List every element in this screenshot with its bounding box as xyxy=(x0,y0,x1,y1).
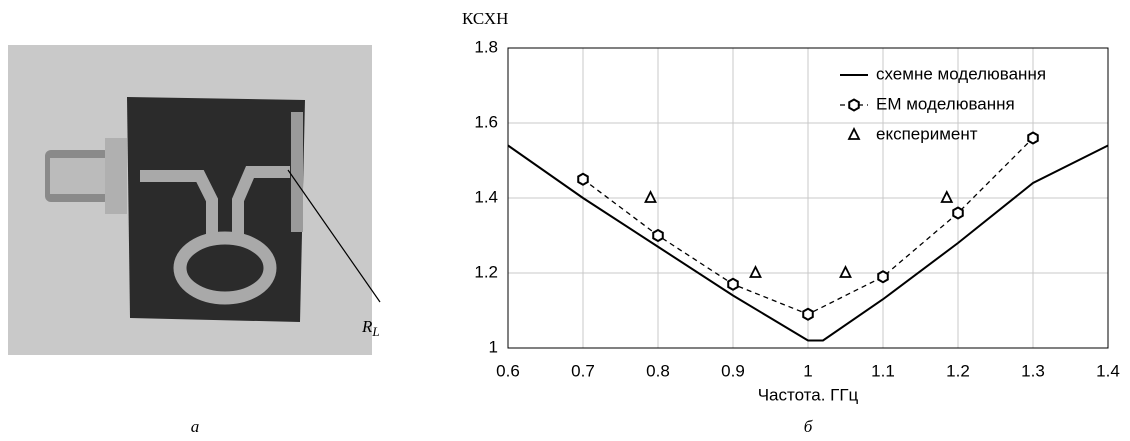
marker-triangle xyxy=(749,264,762,278)
loop-trace xyxy=(173,231,277,305)
y-axis-label: КСХН xyxy=(462,9,508,28)
legend-label: експеримент xyxy=(876,124,978,143)
plot: 0.6 0.7 0.8 0.9 1 1.1 1.2 1.3 1.4 1 1.2 1.4 1.6 1.8 сх… xyxy=(474,37,1119,380)
marker-hexagon xyxy=(727,277,739,291)
x-tick-label: 0.7 xyxy=(571,361,595,380)
y-tick-label: 1.4 xyxy=(474,187,498,206)
resistor-label-sub: L xyxy=(371,324,379,339)
connector-shine xyxy=(50,158,105,194)
x-tick-label: 1.4 xyxy=(1096,361,1120,380)
x-tick-label: 0.6 xyxy=(496,361,520,380)
marker-triangle xyxy=(839,264,852,278)
plot-frame xyxy=(507,47,1109,349)
marker-hexagon xyxy=(652,228,664,243)
marker-triangle xyxy=(940,189,954,203)
x-tick-label: 1 xyxy=(803,361,812,380)
legend-label: схемне моделювання xyxy=(876,64,1046,83)
x-tick-label: 1.3 xyxy=(1021,361,1045,380)
marker-hexagon xyxy=(802,307,814,321)
y-tick-label: 1.6 xyxy=(474,112,498,131)
x-tick-label: 1.2 xyxy=(946,361,970,380)
legend-marker xyxy=(847,126,861,140)
connector-flange xyxy=(105,138,127,214)
y-tick-label: 1.8 xyxy=(474,37,498,56)
legend-label: ЕМ моделювання xyxy=(876,94,1015,113)
x-tick-label: 1.1 xyxy=(871,361,895,380)
pointer-line xyxy=(287,169,381,303)
x-axis-label: Частота. ГГц xyxy=(758,385,859,404)
y-tick-label: 1.2 xyxy=(474,262,498,281)
marker-hexagon xyxy=(577,172,589,186)
x-tick-label: 0.8 xyxy=(646,361,670,380)
resistor-label-main: R xyxy=(361,317,373,336)
pcb-edge xyxy=(291,112,303,232)
marker-triangle xyxy=(644,189,657,203)
marker-hexagon xyxy=(1027,131,1039,145)
series-line xyxy=(507,144,1109,342)
marker-hexagon xyxy=(952,206,964,220)
trace xyxy=(140,166,290,240)
marker-hexagon xyxy=(877,270,889,284)
resistor-label: RL xyxy=(361,317,380,339)
y-tick-label: 1 xyxy=(489,337,498,356)
legend-marker xyxy=(848,98,860,112)
panel-label: а xyxy=(191,417,200,436)
photo: RL xyxy=(8,45,381,355)
panel-label: б xyxy=(804,417,813,436)
x-tick-label: 0.9 xyxy=(721,361,745,380)
